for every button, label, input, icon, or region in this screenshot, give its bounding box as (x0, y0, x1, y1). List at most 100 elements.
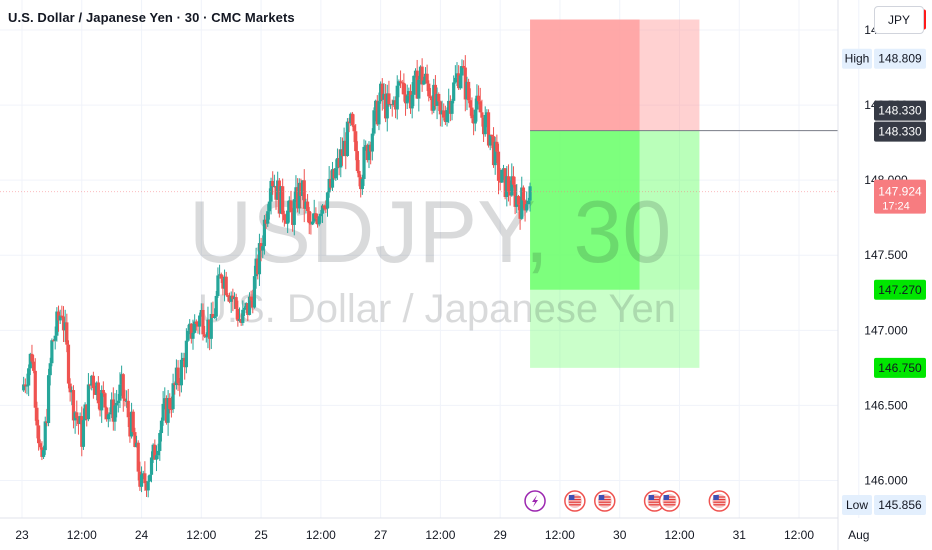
candle-body (105, 407, 109, 420)
candle-body (294, 187, 298, 200)
y-tick-label: 147.000 (864, 323, 908, 337)
candle-body (184, 340, 188, 368)
candle-body (475, 95, 479, 110)
us-flag-icon[interactable] (564, 490, 586, 512)
candle-body (345, 121, 350, 156)
candle-body (367, 144, 371, 161)
candle-body (392, 100, 396, 105)
candle-body (505, 176, 509, 197)
candle-body (78, 416, 82, 424)
candle-body (46, 375, 51, 424)
candle-body (120, 374, 124, 385)
candle-body (183, 357, 187, 368)
candle-body (364, 145, 368, 147)
candle-body (121, 374, 125, 399)
candle-body (513, 184, 517, 207)
candle-body (126, 400, 130, 418)
candle-body (239, 319, 243, 323)
position-zones[interactable] (530, 19, 838, 368)
candle-body (169, 409, 174, 411)
candle-body (516, 196, 521, 205)
target-zone-inner[interactable] (530, 130, 640, 290)
target-zone-extended[interactable] (530, 289, 700, 368)
us-flag-icon[interactable] (708, 490, 731, 512)
candle-body (465, 81, 469, 100)
candle-body (384, 93, 388, 119)
us-flag-icon[interactable] (594, 490, 616, 512)
candle-body (437, 93, 441, 102)
candle-body (149, 457, 154, 475)
candle-body (511, 176, 516, 185)
candle-body (116, 400, 120, 404)
candle-body (503, 168, 507, 197)
candle-body (266, 211, 270, 224)
candle-body (362, 146, 366, 179)
x-tick-label: 12:00 (545, 528, 575, 542)
candle-body (284, 220, 288, 224)
us-flag-icon[interactable] (643, 490, 666, 512)
us-flag-icon-canton (648, 495, 655, 500)
chart-title[interactable]: U.S. Dollar / Japanese Yen · 30 · CMC Ma… (8, 10, 295, 25)
candle-body (27, 368, 31, 386)
candle-body (304, 201, 308, 209)
candle-body (164, 398, 169, 423)
candle-body (22, 384, 26, 391)
candle-body (56, 311, 61, 321)
candle-body (237, 319, 242, 321)
candle-body (231, 295, 235, 300)
currency-button[interactable]: JPY (874, 6, 924, 34)
entry-price-label-b-bg (874, 121, 926, 142)
candle-body (83, 404, 87, 421)
x-tick-label: Aug (848, 528, 869, 542)
candle-body (269, 180, 273, 202)
candle-body (440, 110, 444, 115)
candle-body (393, 100, 398, 110)
low-label-text: Low (846, 498, 868, 512)
candle-body (214, 295, 218, 317)
candle-body (405, 95, 409, 104)
candle-body (388, 104, 393, 106)
candle-body (212, 316, 217, 318)
candle-body (71, 390, 76, 421)
candle-body (68, 383, 72, 393)
lightning-icon[interactable] (524, 490, 546, 512)
candle-body (375, 100, 379, 125)
candle-body (330, 169, 335, 188)
candle-body (262, 219, 267, 247)
target-zone-outer[interactable] (639, 130, 700, 290)
last-price-value: 147.924 (878, 185, 922, 199)
candle-body (422, 80, 426, 85)
candle-body (66, 344, 71, 384)
candle-body (224, 276, 228, 296)
candle-body (35, 407, 39, 426)
candle-body (423, 73, 428, 81)
high-value-bg (874, 48, 926, 69)
candle-body (349, 113, 353, 124)
candle-body (37, 425, 41, 444)
candle-body (369, 144, 373, 152)
y-tick-label: 147.500 (864, 248, 908, 262)
candle-body (370, 133, 374, 152)
last-price-label: 147.924 17:24 (874, 179, 926, 214)
candle-body (241, 309, 245, 323)
candle-body (88, 384, 92, 386)
candle-body (317, 216, 321, 225)
candle-body (498, 180, 502, 183)
candle-body (453, 77, 457, 83)
candle-body (249, 296, 253, 301)
candle-body (58, 315, 62, 321)
candle-body (365, 145, 369, 161)
candle-body (463, 67, 467, 100)
candle-body (254, 258, 258, 277)
candle-body (148, 474, 152, 482)
us-flag-icon[interactable] (658, 490, 681, 512)
stop-zone-outer[interactable] (639, 19, 700, 131)
candle-body (413, 70, 418, 76)
candle-body (136, 442, 140, 472)
candle-body (335, 158, 340, 169)
event-markers[interactable] (524, 490, 731, 512)
stop-zone-inner[interactable] (530, 19, 640, 131)
candle-body (217, 274, 222, 276)
candle-body (176, 367, 180, 384)
